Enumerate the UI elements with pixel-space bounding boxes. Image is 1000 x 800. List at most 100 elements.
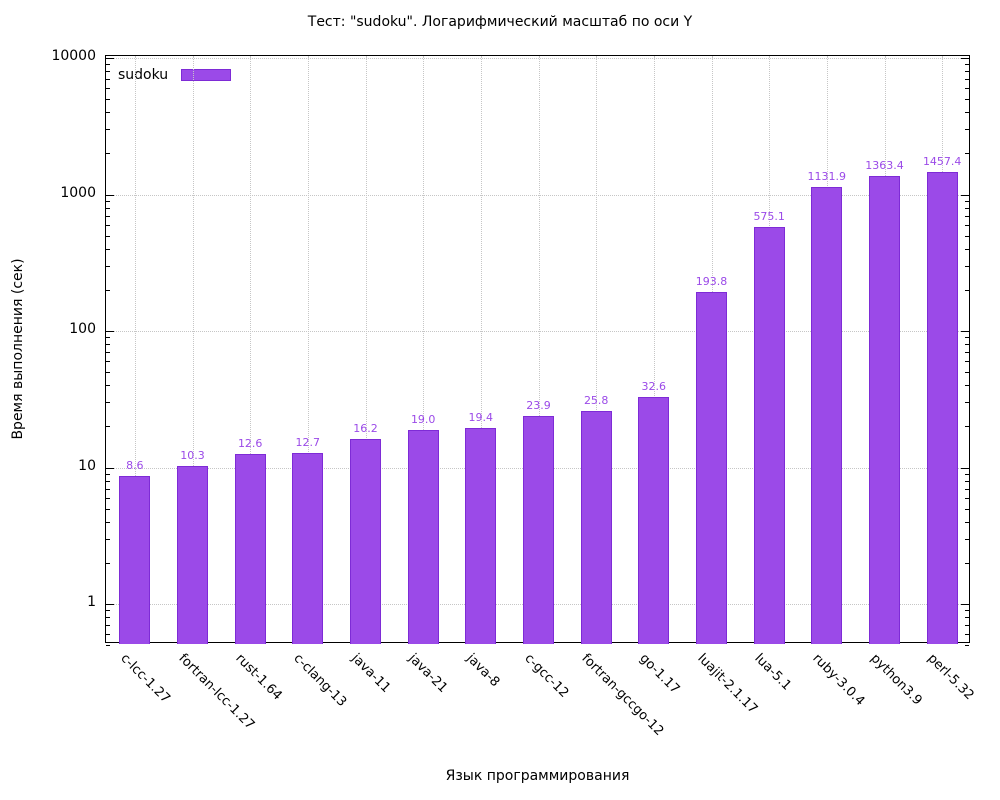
bar bbox=[465, 428, 497, 644]
x-tick-label: python3.9 bbox=[866, 651, 925, 709]
vertical-gridline bbox=[192, 56, 194, 644]
y-minor-tick bbox=[965, 538, 969, 540]
horizontal-gridline bbox=[106, 331, 969, 332]
bar-value-label: 575.1 bbox=[753, 210, 785, 224]
y-minor-tick bbox=[965, 361, 969, 363]
legend-swatch-icon bbox=[181, 69, 232, 81]
y-minor-tick bbox=[106, 361, 110, 363]
bar bbox=[696, 291, 727, 644]
x-tick-label: java-11 bbox=[347, 651, 393, 696]
y-minor-tick bbox=[965, 207, 969, 209]
y-minor-tick bbox=[965, 625, 969, 627]
y-minor-tick bbox=[965, 488, 969, 490]
y-minor-tick bbox=[965, 385, 969, 387]
y-minor-tick bbox=[965, 224, 969, 226]
x-tick-label: rust-1.64 bbox=[232, 651, 285, 704]
chart-title: Тест: "sudoku". Логарифмический масштаб … bbox=[307, 14, 693, 30]
y-minor-tick bbox=[106, 508, 110, 510]
bar-value-label: 19.4 bbox=[468, 411, 494, 425]
y-major-tick bbox=[106, 467, 114, 469]
y-minor-tick bbox=[965, 352, 969, 354]
x-tick-label: c-gcc-12 bbox=[520, 651, 571, 701]
horizontal-gridline bbox=[106, 58, 969, 59]
y-major-tick bbox=[961, 467, 969, 469]
y-minor-tick bbox=[106, 235, 110, 237]
y-minor-tick bbox=[965, 508, 969, 510]
y-minor-tick bbox=[106, 64, 110, 66]
y-minor-tick bbox=[106, 538, 110, 540]
y-minor-tick bbox=[106, 153, 110, 155]
bar-value-label: 32.6 bbox=[641, 380, 667, 394]
y-minor-tick bbox=[965, 153, 969, 155]
bar bbox=[119, 476, 151, 644]
y-major-tick bbox=[106, 58, 114, 59]
x-tick-label: go-1.17 bbox=[636, 651, 683, 698]
bar bbox=[869, 176, 900, 644]
bar-value-label: 8.6 bbox=[126, 459, 144, 473]
y-tick-label: 10 bbox=[78, 457, 96, 474]
bar bbox=[350, 438, 381, 644]
x-tick-label: luajit-2.1.17 bbox=[693, 651, 760, 717]
y-minor-tick bbox=[106, 610, 110, 612]
y-minor-tick bbox=[106, 426, 110, 428]
bar-value-label: 10.3 bbox=[180, 448, 205, 462]
horizontal-gridline bbox=[106, 194, 969, 196]
y-minor-tick bbox=[965, 562, 969, 564]
y-minor-tick bbox=[106, 215, 110, 217]
y-minor-tick bbox=[106, 480, 110, 482]
bar-value-label: 193.8 bbox=[695, 274, 728, 288]
legend: sudoku bbox=[118, 67, 232, 83]
y-minor-tick bbox=[106, 385, 110, 387]
y-minor-tick bbox=[965, 402, 969, 404]
bar bbox=[523, 415, 554, 644]
x-tick-label: lua-5.1 bbox=[751, 651, 795, 694]
x-tick-label: c-clang-13 bbox=[290, 651, 350, 710]
y-minor-tick bbox=[106, 79, 110, 81]
legend-label: sudoku bbox=[118, 67, 169, 83]
y-major-tick bbox=[106, 604, 114, 605]
y-minor-tick bbox=[106, 473, 110, 475]
bar bbox=[292, 453, 324, 644]
vertical-gridline bbox=[134, 56, 136, 644]
y-tick-label: 10000 bbox=[51, 48, 96, 64]
y-minor-tick bbox=[106, 625, 110, 627]
y-major-tick bbox=[106, 331, 114, 332]
vertical-gridline bbox=[423, 56, 425, 644]
y-minor-tick bbox=[965, 71, 969, 73]
x-tick-label: c-lcc-1.27 bbox=[117, 651, 173, 707]
y-minor-tick bbox=[965, 521, 969, 523]
y-minor-tick bbox=[965, 64, 969, 66]
y-minor-tick bbox=[106, 71, 110, 73]
y-minor-tick bbox=[106, 200, 110, 202]
plot-area: sudoku 8.6 10.3 12.6 12.7 16.2 19.0 19.4 23.9 25… bbox=[105, 55, 970, 647]
y-major-tick bbox=[106, 194, 114, 196]
bar bbox=[177, 465, 208, 644]
y-minor-tick bbox=[965, 99, 969, 101]
vertical-gridline bbox=[653, 56, 655, 644]
bar bbox=[753, 227, 785, 644]
bar bbox=[638, 397, 670, 644]
bar-value-label: 23.9 bbox=[526, 398, 551, 412]
x-tick-label: java-21 bbox=[405, 651, 451, 696]
y-minor-tick bbox=[106, 562, 110, 564]
y-minor-tick bbox=[106, 617, 110, 619]
y-minor-tick bbox=[965, 645, 969, 647]
y-minor-tick bbox=[106, 129, 110, 131]
y-minor-tick bbox=[965, 634, 969, 636]
y-minor-tick bbox=[965, 426, 969, 428]
bar-value-label: 16.2 bbox=[353, 421, 378, 435]
bar bbox=[811, 187, 843, 644]
y-minor-tick bbox=[106, 344, 110, 346]
y-minor-tick bbox=[965, 610, 969, 612]
y-minor-tick bbox=[965, 235, 969, 237]
y-minor-tick bbox=[965, 200, 969, 202]
y-minor-tick bbox=[965, 617, 969, 619]
vertical-gridline bbox=[480, 56, 482, 644]
bar bbox=[926, 172, 958, 644]
y-tick-label: 1 bbox=[87, 594, 96, 610]
y-minor-tick bbox=[106, 337, 110, 339]
bar-value-label: 1457.4 bbox=[922, 155, 962, 169]
y-major-tick bbox=[961, 331, 969, 332]
y-minor-tick bbox=[965, 480, 969, 482]
y-tick-label: 1000 bbox=[60, 184, 96, 201]
